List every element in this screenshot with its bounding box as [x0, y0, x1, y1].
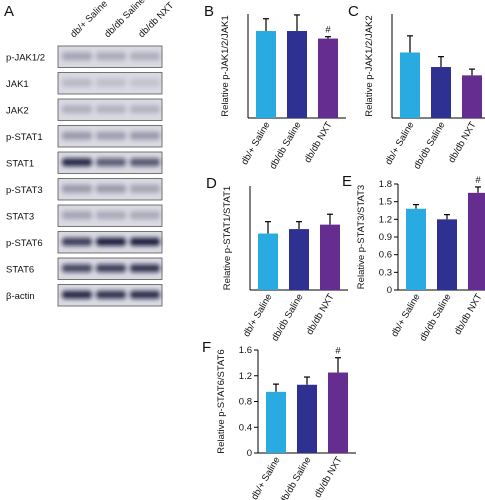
- y-tick-label: 1.5: [379, 197, 392, 208]
- x-tick-label: db/db Saline: [270, 292, 306, 343]
- panel-label: A: [4, 3, 14, 20]
- blot-band: [130, 237, 160, 246]
- x-tick-label: db/+ Saline: [389, 292, 422, 339]
- blot-band: [130, 184, 160, 193]
- y-axis-label: Relative p-STAT6/STAT6: [216, 349, 227, 453]
- blot-band: [130, 211, 160, 220]
- y-tick-label: 1.8: [379, 179, 392, 190]
- bar: [462, 75, 482, 118]
- bar: [468, 192, 485, 290]
- blot-band: [96, 290, 126, 299]
- blot-band: [130, 158, 160, 167]
- blot-band: [62, 131, 92, 140]
- blot-band: [62, 52, 92, 61]
- y-tick-label: 0.8: [239, 397, 252, 408]
- x-tick-label: db/db Saline: [278, 455, 314, 500]
- x-tick-label: db/db NXT: [312, 455, 344, 500]
- blot-band: [62, 184, 92, 193]
- bar: [318, 38, 338, 118]
- x-tick-label: db/db Saline: [412, 120, 448, 171]
- panel-label: B: [204, 3, 214, 20]
- blot-band: [130, 105, 160, 114]
- x-tick-label: db/db NXT: [452, 292, 484, 337]
- bar: [258, 233, 278, 290]
- y-axis-label: Relative p-JAK1/2/JAK2: [364, 15, 375, 116]
- panel-label: F: [202, 339, 211, 356]
- significance-mark: #: [475, 175, 481, 186]
- bar: [406, 208, 426, 290]
- blot-band: [62, 264, 92, 273]
- row-label: JAK1: [6, 79, 29, 90]
- y-tick-label: 1.2: [239, 371, 252, 382]
- blot-band: [96, 105, 126, 114]
- blot-band: [96, 78, 126, 87]
- x-tick-label: db/db Saline: [418, 292, 454, 343]
- x-tick-label: db/db NXT: [302, 120, 334, 165]
- blot-band: [130, 78, 160, 87]
- bar: [437, 219, 457, 290]
- row-label: p-STAT6: [6, 238, 43, 249]
- bar: [256, 31, 276, 118]
- x-tick-label: db/db NXT: [446, 120, 478, 165]
- blot-band: [62, 158, 92, 167]
- bar: [297, 384, 317, 453]
- blot-band: [96, 211, 126, 220]
- blot-band: [62, 78, 92, 87]
- x-tick-label: db/+ Saline: [249, 455, 282, 500]
- blot-band: [130, 264, 160, 273]
- blot-band: [130, 290, 160, 299]
- blot-band: [96, 52, 126, 61]
- y-tick-label: 0.9: [379, 232, 392, 243]
- blot-band: [96, 184, 126, 193]
- y-tick-label: 0.4: [239, 422, 252, 433]
- row-label: STAT6: [6, 264, 34, 275]
- blot-band: [62, 290, 92, 299]
- y-tick-label: 0.3: [379, 267, 392, 278]
- row-label: p-JAK1/2: [6, 52, 45, 63]
- y-axis-label: Relative p-STAT1/STAT1: [222, 186, 233, 290]
- x-tick-label: db/+ Saline: [383, 120, 416, 167]
- bar: [400, 52, 420, 119]
- bar: [328, 372, 348, 453]
- row-label: JAK2: [6, 105, 29, 116]
- blot-band: [96, 131, 126, 140]
- bar: [320, 224, 340, 290]
- y-axis-label: Relative p-JAK1/2/JAK1: [220, 15, 231, 116]
- blot-band: [130, 131, 160, 140]
- y-axis-label: Relative p-STAT3/STAT3: [356, 185, 367, 289]
- y-tick-label: 0.6: [379, 250, 392, 261]
- significance-mark: #: [325, 25, 331, 36]
- bar: [266, 391, 286, 453]
- row-label: p-STAT1: [6, 132, 43, 143]
- y-tick-label: 1.2: [379, 214, 392, 225]
- blot-band: [62, 105, 92, 114]
- row-label: STAT1: [6, 158, 34, 169]
- blot-band: [130, 52, 160, 61]
- bar: [431, 67, 451, 118]
- blot-band: [62, 237, 92, 246]
- y-tick-label: 1.6: [239, 345, 252, 356]
- x-tick-label: db/+ Saline: [239, 120, 272, 167]
- row-label: STAT3: [6, 211, 34, 222]
- blot-band: [96, 237, 126, 246]
- row-label: p-STAT3: [6, 185, 43, 196]
- x-tick-label: db/+ Saline: [241, 292, 274, 339]
- panel-label: C: [348, 3, 359, 20]
- x-tick-label: db/db Saline: [268, 120, 304, 171]
- bar: [289, 229, 309, 290]
- blot-band: [62, 211, 92, 220]
- blot-band: [96, 158, 126, 167]
- y-tick-label: 0: [387, 285, 392, 296]
- blot-band: [96, 264, 126, 273]
- panel-label: E: [342, 173, 352, 190]
- significance-mark: #: [335, 346, 341, 357]
- panel-label: D: [206, 175, 217, 192]
- y-tick-label: 0: [247, 448, 252, 459]
- x-tick-label: db/db NXT: [304, 292, 336, 337]
- row-label: β-actin: [6, 291, 35, 302]
- bar: [287, 31, 307, 118]
